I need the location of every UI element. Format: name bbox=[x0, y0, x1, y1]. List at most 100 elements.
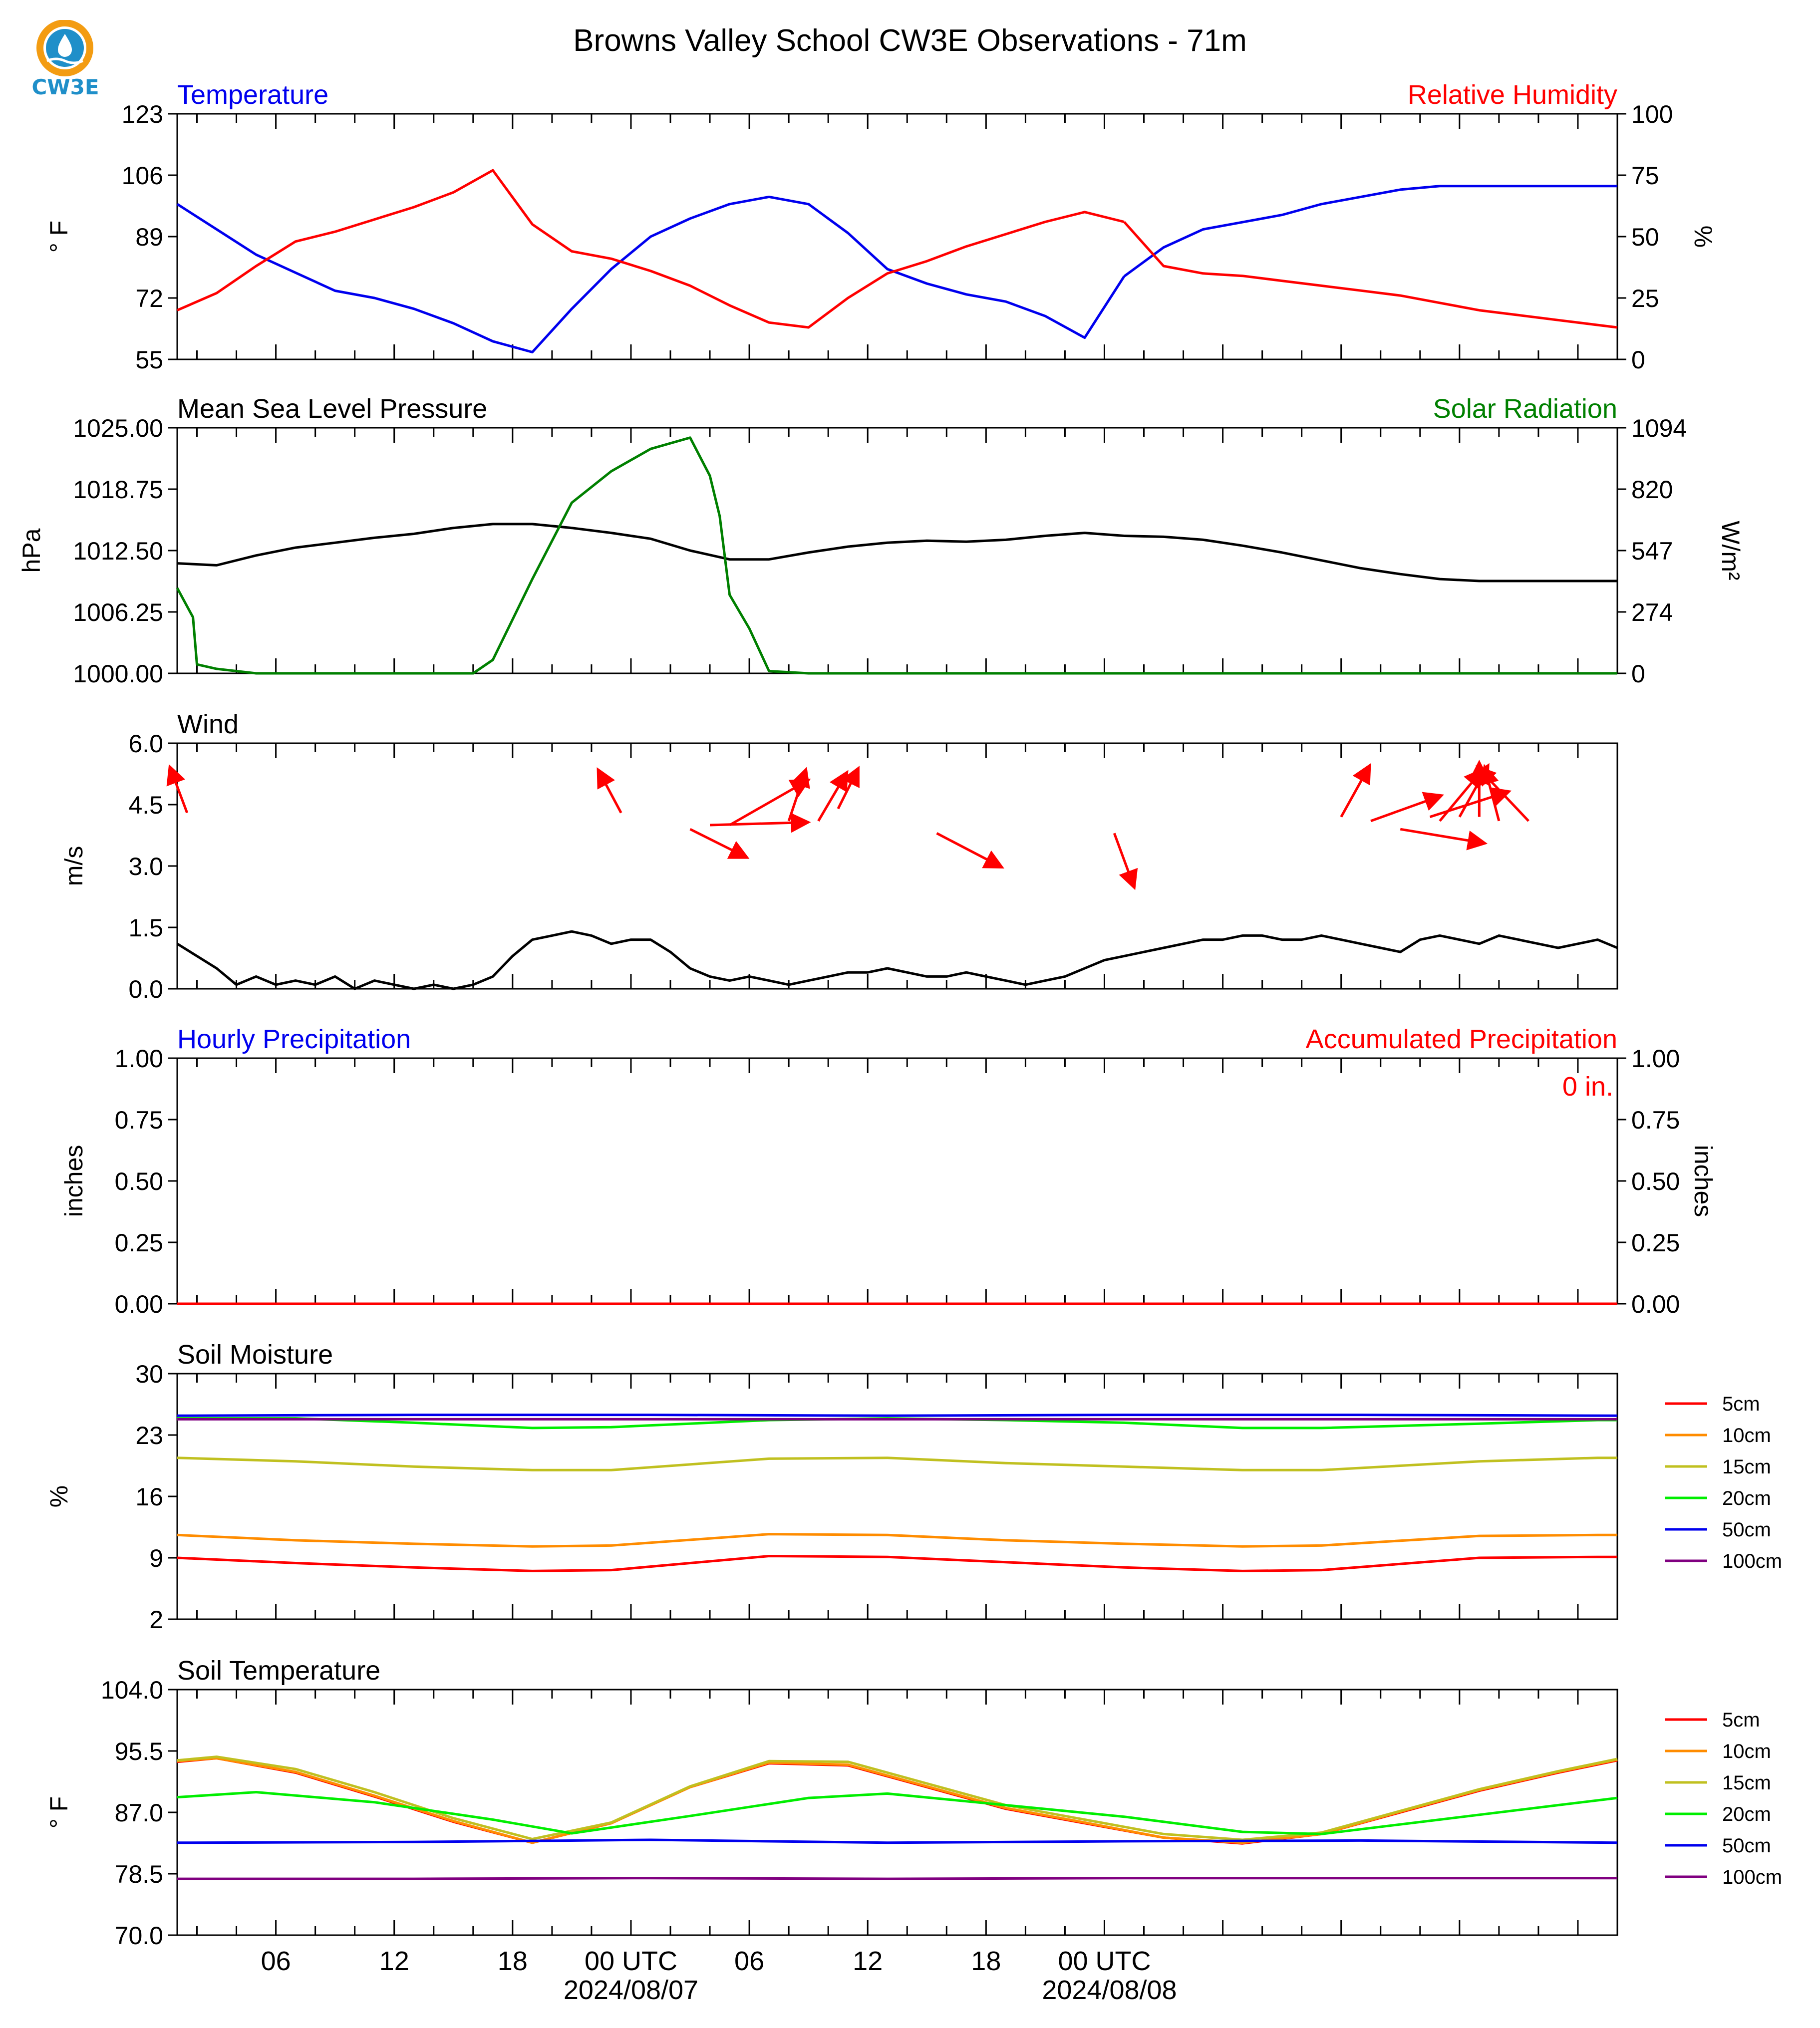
y-tick-label-left: 78.5 bbox=[115, 1860, 163, 1888]
series-line-5cm bbox=[177, 1555, 1617, 1572]
y-tick-label-left: 6.0 bbox=[128, 730, 163, 758]
y-tick-label-left: 89 bbox=[135, 223, 163, 251]
x-tick-label: 12 bbox=[379, 1946, 409, 1976]
wind-arrow bbox=[1400, 828, 1488, 851]
series-line-50cm bbox=[177, 1414, 1618, 1417]
y-tick-label-right: 0.00 bbox=[1631, 1290, 1680, 1318]
panel-title-left: Wind bbox=[177, 709, 239, 739]
legend-label-50cm: 50cm bbox=[1722, 1835, 1771, 1857]
y-axis-label-right: W/m² bbox=[1717, 521, 1745, 580]
y-axis-label-left: inches bbox=[60, 1145, 88, 1217]
y-tick-label-left: 16 bbox=[135, 1483, 163, 1511]
y-axis-label-left: % bbox=[45, 1485, 73, 1507]
y-axis-label-left: m/s bbox=[60, 846, 88, 886]
panel-title-left: Temperature bbox=[177, 80, 328, 110]
panel-2: 6.0 4.5 3.0 1.5 0.0 m/s Wind bbox=[60, 709, 1618, 1003]
y-tick-label-left: 1018.75 bbox=[73, 476, 163, 504]
panel-title-right: Solar Radiation bbox=[1433, 394, 1617, 424]
legend-label-50cm: 50cm bbox=[1722, 1519, 1771, 1541]
series-line-1 bbox=[1124, 535, 1617, 582]
y-axis-label-left: hPa bbox=[17, 528, 45, 573]
y-tick-label-left: 106 bbox=[122, 162, 163, 190]
series-line-0 bbox=[176, 930, 1618, 990]
y-tick-label-left: 1.5 bbox=[128, 914, 163, 942]
y-tick-label-left: 0.75 bbox=[115, 1106, 163, 1134]
accumulated-precip-label: 0 in. bbox=[1562, 1072, 1613, 1102]
wind-arrow bbox=[1370, 792, 1444, 823]
y-tick-label-right: 0 bbox=[1631, 346, 1645, 374]
legend-label-15cm: 15cm bbox=[1722, 1456, 1771, 1478]
wind-arrow bbox=[1476, 765, 1529, 822]
y-axis-label-right: % bbox=[1689, 226, 1717, 248]
y-tick-label-right: 0 bbox=[1631, 660, 1645, 688]
legend-label-20cm: 20cm bbox=[1722, 1803, 1771, 1825]
cw3e-logo bbox=[30, 19, 100, 105]
series-line-10cm bbox=[177, 1757, 1618, 1844]
x-tick-label: 06 bbox=[734, 1946, 764, 1976]
panel-title-left: Soil Moisture bbox=[177, 1340, 333, 1370]
panel-title-right: Accumulated Precipitation bbox=[1306, 1024, 1617, 1054]
y-tick-label-left: 70.0 bbox=[115, 1922, 163, 1950]
y-tick-label-left: 123 bbox=[122, 100, 163, 128]
wind-arrow bbox=[1113, 833, 1138, 890]
plot-frame bbox=[176, 1057, 1618, 1305]
wind-arrow bbox=[689, 828, 750, 859]
y-tick-label-left: 1000.00 bbox=[73, 660, 163, 688]
series-line-15cm bbox=[177, 1456, 1617, 1471]
legend: 5cm 10cm 15cm 20cm 50cm 100cm bbox=[1665, 1709, 1782, 1888]
legend-label-5cm: 5cm bbox=[1722, 1393, 1760, 1415]
x-date-label: 2024/08/07 bbox=[564, 1975, 698, 2005]
y-tick-label-right: 0.25 bbox=[1631, 1229, 1680, 1257]
series-line-3 bbox=[1123, 221, 1618, 329]
y-tick-label-left: 23 bbox=[135, 1422, 163, 1449]
y-tick-label-left: 0.25 bbox=[115, 1229, 163, 1257]
panel-title-left: Soil Temperature bbox=[177, 1656, 380, 1686]
legend: 5cm 10cm 15cm 20cm 50cm 100cm bbox=[1665, 1393, 1782, 1572]
wind-arrow bbox=[166, 764, 189, 814]
panels: 123 106 89 72 55 100 75 50 25 0 ° F % Temperature Rel… bbox=[17, 80, 1782, 2005]
panel-1: 1025.00 1018.75 1012.50 1006.25 1000.00 1094 8… bbox=[17, 394, 1745, 688]
y-tick-label-left: 0.50 bbox=[115, 1167, 163, 1195]
legend-label-20cm: 20cm bbox=[1722, 1487, 1771, 1509]
panel-5: 104.0 95.5 87.0 78.5 70.0 ° F Soil Temperature… bbox=[45, 1656, 1782, 1950]
wind-arrow bbox=[1429, 787, 1512, 818]
series-line-0 bbox=[176, 195, 1126, 353]
wind-arrow bbox=[709, 813, 811, 833]
x-tick-label: 00 UTC bbox=[1058, 1946, 1151, 1976]
plot-frame bbox=[176, 113, 1618, 360]
y-tick-label-left: 72 bbox=[135, 285, 163, 312]
wind-arrow bbox=[1340, 763, 1371, 818]
y-tick-label-left: 0.0 bbox=[128, 975, 163, 1003]
legend-label-100cm: 100cm bbox=[1722, 1550, 1782, 1572]
y-tick-label-right: 547 bbox=[1631, 537, 1673, 565]
y-tick-label-left: 95.5 bbox=[115, 1738, 163, 1765]
series-line-15cm bbox=[177, 1755, 1618, 1841]
y-tick-label-left: 1006.25 bbox=[73, 598, 163, 626]
panel-title-left: Mean Sea Level Pressure bbox=[177, 394, 487, 424]
series-line-0 bbox=[177, 523, 1125, 567]
wind-arrow bbox=[936, 832, 1004, 869]
panel-title-left: Hourly Precipitation bbox=[177, 1024, 411, 1054]
y-tick-label-left: 9 bbox=[149, 1544, 163, 1572]
panel-4: 30 23 16 9 2% Soil Moisture 5cm 10cm 15cm 20cm 50c… bbox=[45, 1340, 1782, 1634]
y-tick-label-right: 100 bbox=[1631, 100, 1673, 128]
y-axis-label-left: ° F bbox=[45, 221, 73, 253]
y-axis-label-right: inches bbox=[1689, 1145, 1717, 1217]
y-tick-label-left: 1025.00 bbox=[73, 414, 163, 442]
legend-label-10cm: 10cm bbox=[1722, 1425, 1771, 1447]
y-tick-label-right: 25 bbox=[1631, 285, 1659, 312]
y-tick-label-right: 0.75 bbox=[1631, 1106, 1680, 1134]
x-tick-label: 06 bbox=[261, 1946, 291, 1976]
y-tick-label-right: 50 bbox=[1631, 223, 1659, 251]
panel-title-right: Relative Humidity bbox=[1408, 80, 1617, 110]
panel-3: 1.00 0.75 0.50 0.25 0.00 1.00 0.75 0.50 0.25 0.00… bbox=[60, 1024, 1717, 1318]
y-tick-label-right: 1.00 bbox=[1631, 1045, 1680, 1073]
y-tick-label-left: 1.00 bbox=[115, 1045, 163, 1073]
wind-arrow bbox=[597, 767, 622, 814]
y-tick-label-left: 1012.50 bbox=[73, 537, 163, 565]
wind-arrow bbox=[787, 767, 810, 822]
y-tick-label-left: 3.0 bbox=[128, 853, 163, 880]
series-line-20cm bbox=[177, 1791, 1618, 1835]
y-tick-label-right: 820 bbox=[1631, 476, 1673, 504]
